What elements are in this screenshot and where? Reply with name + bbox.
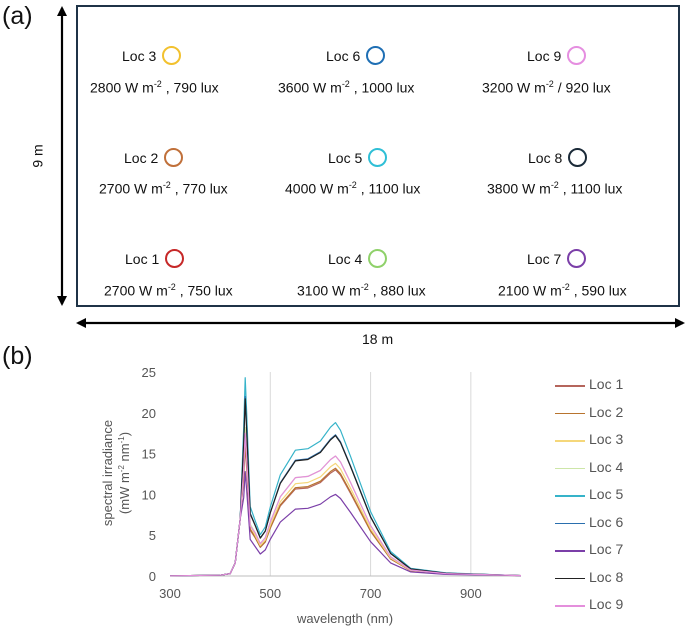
series-line-loc-6 (169, 395, 522, 577)
panel-a-label: (a) (2, 2, 33, 30)
x-tick-labels: 300 500 700 900 (159, 586, 482, 601)
series-line-loc-3 (169, 428, 522, 577)
legend-swatch (555, 440, 585, 442)
y-tick-label: 0 (149, 569, 156, 584)
location-marker-icon (165, 249, 185, 268)
series-line-loc-1 (169, 444, 522, 577)
legend-swatch (555, 495, 585, 497)
legend-item: Loc 8 (555, 568, 675, 588)
y-tick-label: 20 (142, 406, 156, 421)
location-reading: 3100 W m-2 , 880 lux (297, 282, 426, 299)
location-label: Loc 2 (124, 148, 184, 167)
location-reading: 2800 W m-2 , 790 lux (90, 79, 219, 96)
dimension-arrows (57, 5, 685, 328)
x-tick-label: 900 (460, 586, 482, 601)
location-label: Loc 4 (328, 249, 388, 268)
location-marker-icon (567, 249, 587, 268)
location-reading: 2700 W m-2 , 770 lux (99, 180, 228, 197)
legend-label: Loc 5 (589, 486, 624, 502)
legend-item: Loc 5 (555, 485, 675, 505)
x-tick-label: 300 (159, 586, 181, 601)
room-outline (76, 5, 680, 307)
legend-label: Loc 4 (589, 458, 624, 475)
y-tick-labels: 0 5 10 15 20 25 (142, 365, 156, 584)
location-marker-icon (567, 46, 587, 65)
chart-series (169, 377, 522, 577)
legend-item: Loc 1 (555, 375, 675, 395)
series-line-loc-2 (169, 440, 522, 577)
location-label: Loc 5 (328, 148, 388, 167)
location-marker-icon (368, 249, 388, 268)
y-tick-label: 25 (142, 365, 156, 380)
legend-swatch (555, 605, 585, 607)
location-label: Loc 6 (326, 46, 386, 65)
location-label: Loc 8 (528, 148, 588, 167)
location-marker-icon (368, 148, 388, 167)
x-tick-label: 500 (259, 586, 281, 601)
legend-label: Loc 3 (589, 431, 624, 447)
legend-item: Loc 6 (555, 513, 675, 533)
location-marker-icon (366, 46, 386, 65)
legend-swatch (555, 522, 585, 525)
location-label: Loc 1 (125, 249, 185, 268)
y-tick-label: 10 (142, 487, 156, 502)
chart-grid (269, 372, 472, 576)
legend-swatch (555, 577, 585, 580)
location-reading: 2700 W m-2 , 750 lux (104, 282, 233, 299)
legend-label: Loc 9 (589, 596, 624, 612)
legend-item: Loc 7 (555, 540, 675, 560)
x-tick-label: 700 (360, 586, 382, 601)
legend-item: Loc 2 (555, 403, 675, 423)
location-reading: 4000 W m-2 , 1100 lux (285, 180, 421, 197)
legend-label: Loc 8 (589, 568, 624, 585)
y-axis-units: (mW m-2 nm-1) (117, 432, 132, 514)
legend-item: Loc 3 (555, 430, 675, 450)
location-marker-icon (568, 148, 588, 167)
series-line-loc-4 (169, 426, 522, 577)
location-reading: 3800 W m-2 , 1100 lux (487, 180, 623, 197)
legend-label: Loc 1 (589, 376, 624, 392)
legend-label: Loc 6 (589, 513, 624, 530)
series-line-loc-7 (169, 471, 522, 577)
location-label: Loc 7 (527, 249, 587, 268)
legend-swatch (555, 467, 585, 470)
y-axis-title: spectral irradiance (100, 420, 115, 526)
series-line-loc-5 (169, 377, 522, 577)
location-reading: 3200 W m-2 / 920 lux (482, 79, 611, 96)
height-label: 9 m (29, 144, 46, 168)
legend-swatch (555, 412, 585, 415)
series-line-loc-9 (169, 432, 522, 577)
width-label: 18 m (362, 331, 394, 347)
y-tick-label: 15 (142, 447, 156, 462)
legend-swatch (555, 550, 585, 552)
legend-label: Loc 7 (589, 541, 624, 557)
panel-b-label: (b) (2, 342, 33, 370)
legend-item: Loc 9 (555, 595, 675, 615)
location-label: Loc 9 (527, 46, 587, 65)
y-tick-label: 5 (149, 528, 156, 543)
location-label: Loc 3 (122, 46, 182, 65)
legend-item: Loc 4 (555, 458, 675, 478)
location-reading: 2100 W m-2 , 590 lux (498, 282, 627, 299)
series-line-loc-8 (169, 398, 522, 577)
location-marker-icon (162, 46, 182, 65)
x-axis-title: wavelength (nm) (296, 611, 393, 626)
legend-swatch (555, 385, 585, 387)
location-reading: 3600 W m-2 , 1000 lux (278, 79, 415, 96)
location-marker-icon (164, 148, 184, 167)
legend-label: Loc 2 (589, 403, 624, 420)
